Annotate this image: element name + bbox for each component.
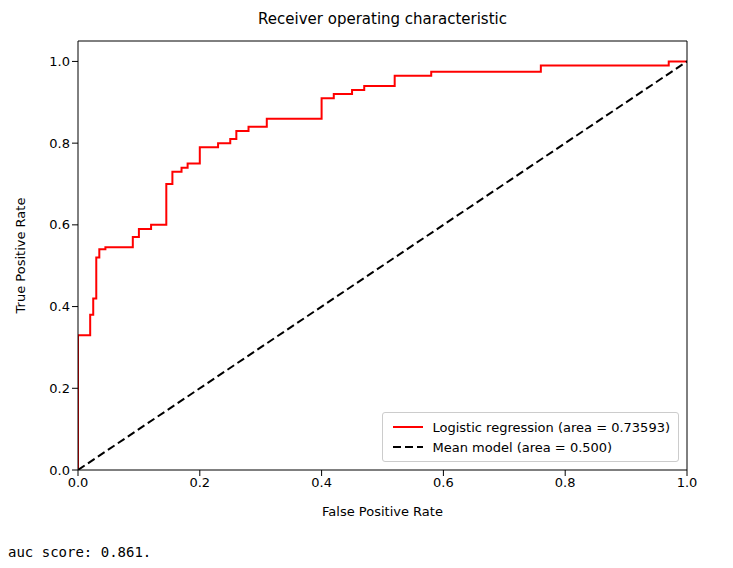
svg-text:1.0: 1.0 — [49, 54, 70, 69]
html-text:Receiver operating characteris: Receiver operating characteristic — [258, 10, 507, 28]
svg-text:False Positive Rate: False Positive Rate — [322, 504, 443, 519]
svg-text:True Positive Rate: True Positive Rate — [13, 198, 28, 315]
svg-text:0.8: 0.8 — [49, 136, 70, 151]
svg-text:1.0: 1.0 — [677, 475, 698, 490]
svg-text:0.6: 0.6 — [433, 475, 454, 490]
svg-text:0.4: 0.4 — [311, 475, 332, 490]
svg-text:0.0: 0.0 — [49, 463, 70, 478]
svg-text:0.2: 0.2 — [189, 475, 210, 490]
html-text:auc_score: 0.861.: auc_score: 0.861. — [8, 544, 152, 560]
html-text:Mean model (area = 0.500): Mean model (area = 0.500) — [432, 439, 613, 455]
svg-text:0.0: 0.0 — [68, 475, 89, 490]
svg-text:0.8: 0.8 — [555, 475, 576, 490]
svg-text:0.4: 0.4 — [49, 299, 70, 314]
html-text:Logistic regression (area = 0.: Logistic regression (area = 0.73593) — [432, 419, 670, 435]
svg-text:0.6: 0.6 — [49, 217, 70, 232]
svg-text:0.2: 0.2 — [49, 381, 70, 396]
